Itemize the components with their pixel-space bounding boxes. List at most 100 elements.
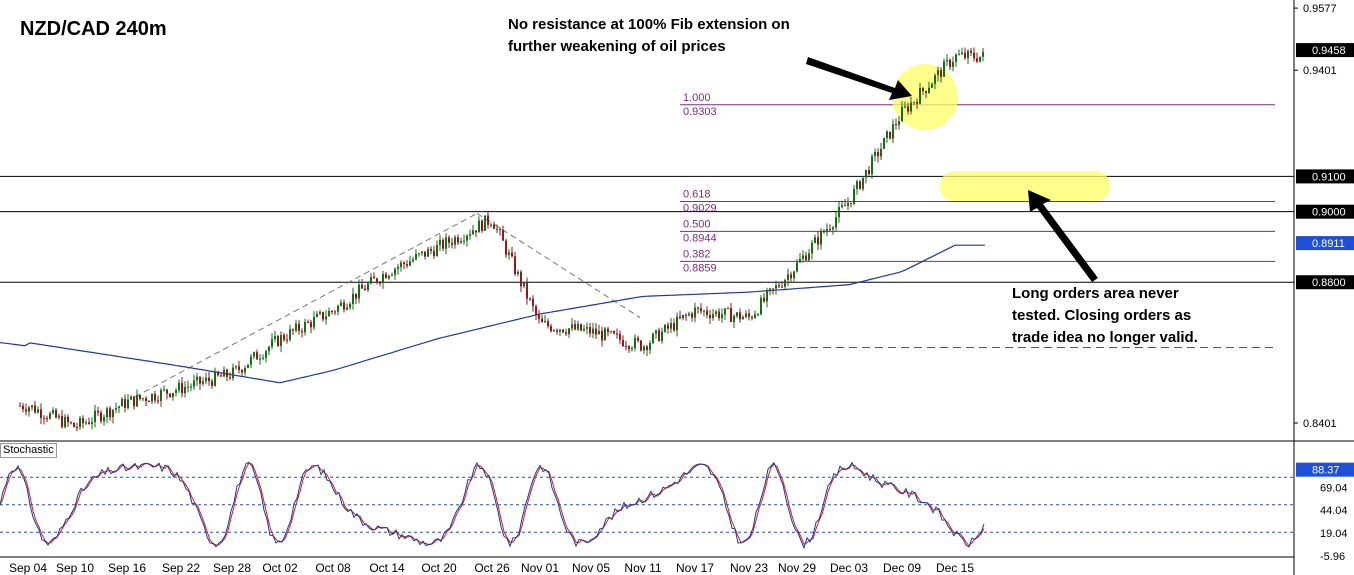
candle-body: [295, 323, 297, 331]
candle-body: [424, 251, 426, 257]
stoch-tick-label: 44.04: [1320, 505, 1348, 517]
date-tick-label: Oct 14: [369, 561, 405, 575]
candle-body: [475, 230, 477, 233]
fib-price-label: 0.9303: [683, 106, 717, 118]
candle-body: [373, 276, 375, 279]
candle-body: [775, 285, 777, 289]
date-tick-label: Dec 03: [830, 561, 868, 575]
candle-body: [148, 401, 150, 403]
candle-body: [952, 61, 954, 67]
candle-body: [496, 228, 498, 230]
highlight-order-zone: [940, 171, 1110, 201]
candle-body: [691, 313, 693, 318]
candle-body: [973, 52, 975, 59]
candle-body: [85, 422, 87, 424]
candle-body: [826, 229, 828, 233]
price-tick-label: 0.8401: [1303, 418, 1337, 430]
candle-body: [460, 241, 462, 243]
candle-body: [697, 307, 699, 309]
candle-body: [922, 87, 924, 92]
candle-body: [730, 308, 732, 323]
date-tick-label: Nov 11: [624, 561, 661, 575]
stoch-main-line: [0, 461, 985, 550]
candle-body: [451, 242, 453, 245]
candle-body: [514, 256, 516, 275]
candle-body: [478, 220, 480, 233]
price-level-tag-label: 0.9100: [1312, 171, 1346, 183]
candle-body: [910, 102, 912, 112]
candle-body: [274, 336, 276, 340]
candle-body: [853, 188, 855, 204]
candle-body: [166, 389, 168, 394]
candle-body: [583, 328, 585, 331]
candle-body: [658, 330, 660, 341]
candle-body: [433, 250, 435, 257]
candle-body: [526, 282, 528, 299]
candle-body: [763, 297, 765, 302]
candle-body: [622, 339, 624, 347]
candle-body: [646, 346, 648, 351]
candle-body: [844, 205, 846, 207]
candle-body: [856, 181, 858, 189]
candle-body: [484, 215, 486, 231]
candle-body: [409, 261, 411, 266]
date-tick-label: Sep 16: [108, 561, 146, 575]
candle-body: [283, 334, 285, 340]
candle-body: [937, 70, 939, 76]
annotation-bottom: Long orders area never tested. Closing o…: [1012, 285, 1198, 346]
candle-body: [823, 230, 825, 233]
candle-body: [523, 282, 525, 287]
candle-body: [217, 371, 219, 376]
candle-body: [133, 396, 135, 407]
date-tick-label: Sep 28: [213, 561, 251, 575]
candle-body: [325, 316, 327, 320]
candle-body: [121, 398, 123, 407]
candle-body: [700, 308, 702, 312]
date-tick-label: Oct 20: [421, 561, 457, 575]
candle-body: [76, 427, 78, 429]
candle-body: [67, 416, 69, 423]
candle-body: [643, 346, 645, 351]
candle-body: [238, 366, 240, 370]
candle-body: [877, 152, 879, 157]
arrow-to-order-zone: [1028, 190, 1098, 282]
candle-body: [637, 337, 639, 341]
candle-body: [160, 389, 162, 402]
candle-body: [199, 376, 201, 384]
stoch-tick-label: 69.04: [1320, 482, 1348, 494]
candle-body: [925, 91, 927, 93]
candle-body: [442, 239, 444, 249]
stoch-current-tag: [1296, 462, 1354, 477]
candle-body: [589, 327, 591, 334]
candle-body: [406, 264, 408, 266]
price-tick-label: 0.9577: [1303, 3, 1337, 15]
candle-body: [316, 313, 318, 317]
candle-body: [22, 405, 24, 410]
candle-body: [247, 364, 249, 368]
candle-body: [565, 332, 567, 334]
candle-body: [352, 293, 354, 305]
candle-body: [235, 366, 237, 368]
candle-body: [757, 314, 759, 316]
date-tick-label: Dec 15: [936, 561, 974, 575]
candle-body: [859, 181, 861, 189]
candle-body: [661, 331, 663, 341]
price-tick-label: 0.9401: [1303, 65, 1337, 77]
candle-body: [580, 324, 582, 331]
candle-body: [964, 52, 966, 59]
candle-body: [31, 405, 33, 408]
candle-body: [310, 322, 312, 328]
candle-body: [664, 324, 666, 332]
candle-body: [499, 228, 501, 231]
candle-body: [61, 415, 63, 427]
candle-body: [754, 314, 756, 318]
candle-body: [226, 369, 228, 377]
date-tick-label: Oct 26: [474, 561, 510, 575]
date-tick-label: Nov 01: [521, 561, 559, 575]
candle-body: [946, 59, 948, 62]
fib-ratio-label: 0.382: [683, 248, 711, 260]
date-tick-label: Sep 22: [162, 561, 200, 575]
candle-body: [703, 310, 705, 312]
candle-body: [760, 297, 762, 315]
candle-body: [391, 274, 393, 276]
